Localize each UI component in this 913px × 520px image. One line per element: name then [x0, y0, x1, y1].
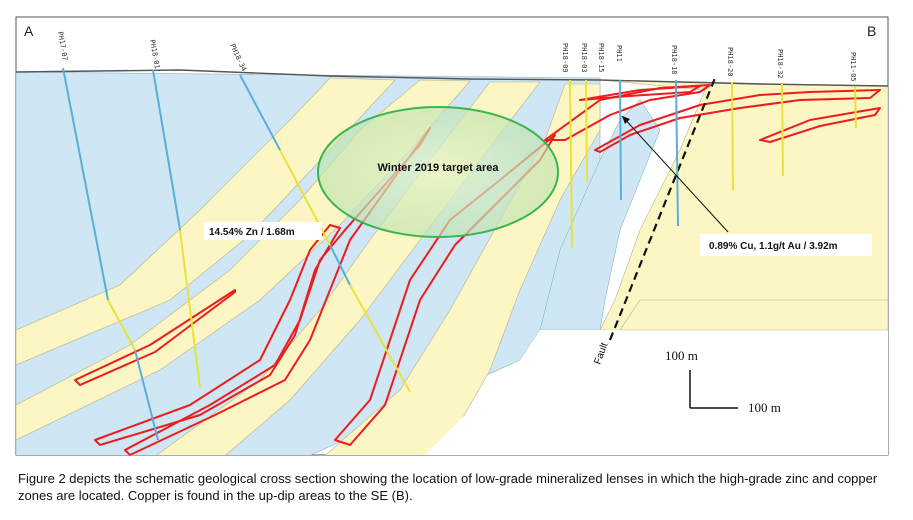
drill-hole-5: [585, 79, 588, 183]
lens-east-mid: [594, 89, 881, 153]
drill-hole-labels: PH17-07 PH18-01 PH18-34 PH18-09 PH18-03 …: [56, 31, 857, 82]
target-area-label: Winter 2019 target area: [378, 162, 500, 174]
drill-hole-label: PH18-09: [561, 43, 569, 73]
unmapped-area: [425, 330, 888, 455]
drill-hole-label: PH18-20: [726, 47, 734, 77]
lens-west-1: [74, 289, 236, 386]
drill-hole-label: PH11: [615, 45, 623, 62]
drill-hole-label: PH18-03: [580, 43, 588, 73]
drill-hole-label: PH18-15: [597, 43, 605, 73]
copper-callout-box: [700, 234, 872, 256]
yellow-unit-lower-east: [619, 299, 888, 331]
lens-west-2: [94, 224, 341, 446]
drill-hole-9: [781, 83, 784, 177]
zinc-callout-box: [204, 222, 322, 240]
copper-callout-leader: [621, 115, 729, 233]
scale-bar: 100 m 100 m: [665, 348, 781, 415]
scale-vertical-label: 100 m: [665, 348, 698, 363]
section-start-label: A: [24, 23, 34, 39]
drill-hole-6: [619, 79, 622, 201]
zinc-intercept-label: 14.54% Zn / 1.68m: [209, 227, 295, 238]
mineralized-lenses: [74, 84, 881, 456]
drill-hole-label: PH18-18: [670, 45, 678, 75]
lens-east-top: [579, 85, 701, 101]
fault-line: [608, 77, 717, 341]
drill-hole-label: PH18-32: [776, 49, 784, 79]
topography-line: [15, 69, 889, 87]
blue-unit-fault-wedge: [539, 99, 661, 331]
section-end-label: B: [867, 23, 876, 39]
drill-hole-10: [854, 85, 857, 129]
drill-hole-4: [569, 79, 573, 249]
copper-intercept-label: 0.89% Cu, 1.1g/t Au / 3.92m: [709, 241, 838, 252]
drill-hole-8: [731, 81, 734, 191]
lens-east-lower: [759, 107, 881, 143]
drill-hole-label: PH11-05: [849, 52, 857, 82]
drill-hole-2: [152, 69, 201, 389]
copper-callout-arrowhead: [622, 116, 630, 124]
target-area-ellipse: [317, 106, 559, 238]
yellow-unit-east: [599, 79, 888, 331]
drill-holes: [62, 67, 857, 441]
drill-hole-7: [675, 79, 679, 227]
drill-hole-1: [62, 67, 159, 441]
figure-caption: Figure 2 depicts the schematic geologica…: [18, 471, 878, 503]
scale-horizontal-label: 100 m: [748, 400, 781, 415]
